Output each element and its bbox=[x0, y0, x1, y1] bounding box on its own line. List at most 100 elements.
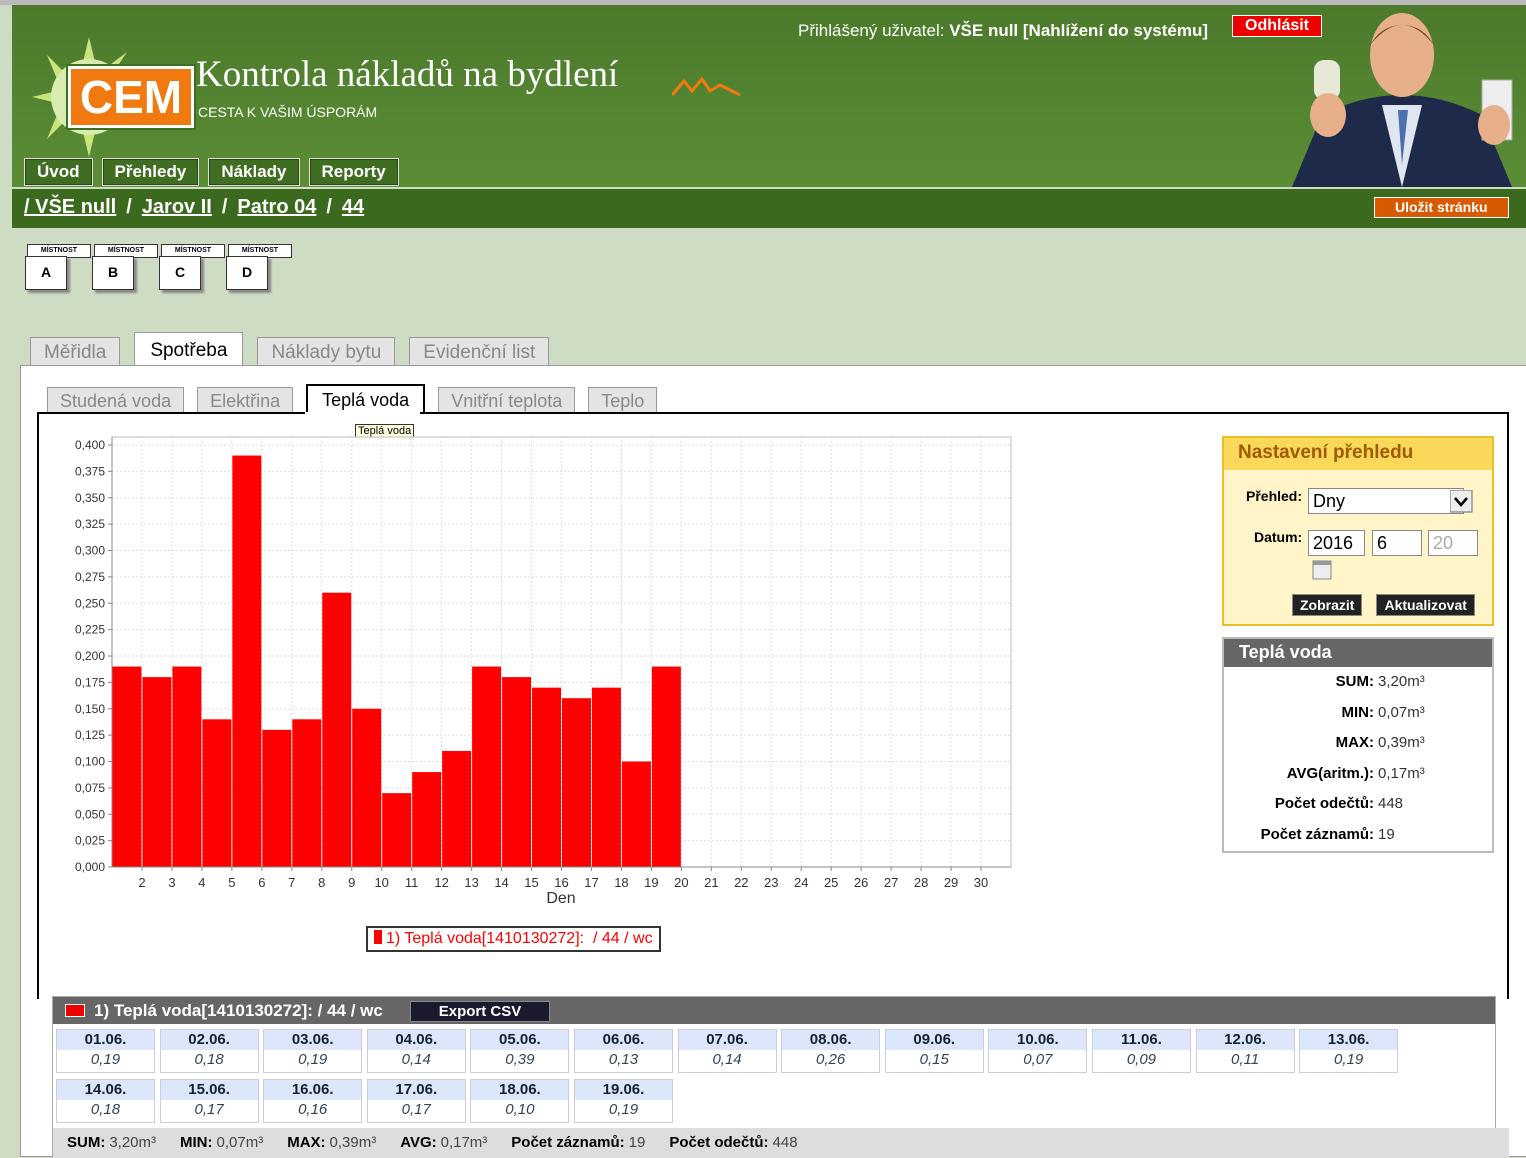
breadcrumb-link[interactable]: / VŠE null bbox=[24, 196, 117, 218]
table-title: 1) Teplá voda[1410130272]: / 44 / wc bbox=[94, 1001, 383, 1020]
cell-date: 01.06. bbox=[57, 1030, 154, 1050]
cell-date: 02.06. bbox=[160, 1030, 258, 1050]
subtab[interactable]: Studená voda bbox=[47, 387, 185, 415]
table-cell: 05.06. 0,39 bbox=[470, 1029, 570, 1073]
cell-value: 0,39 bbox=[471, 1050, 569, 1070]
summary-value: 0,07m³ bbox=[216, 1134, 264, 1151]
cell-value: 0,17 bbox=[160, 1100, 258, 1120]
tab[interactable]: Náklady bytu bbox=[257, 337, 396, 368]
subtab[interactable]: Vnitřní teplota bbox=[438, 387, 576, 415]
cell-value: 0,13 bbox=[574, 1050, 672, 1070]
x-tick-label: 21 bbox=[704, 875, 718, 890]
bar bbox=[412, 772, 442, 867]
legend: 1) Teplá voda[1410130272]: / 44 / wc bbox=[366, 926, 661, 952]
y-tick-label: 0,275 bbox=[75, 570, 105, 584]
tab[interactable]: Evidenční list bbox=[409, 337, 550, 368]
summary-value: 19 bbox=[628, 1134, 646, 1151]
logo-text: CEM bbox=[80, 71, 182, 123]
breadcrumb-separator: / bbox=[126, 196, 132, 218]
stats-row: Počet záznamů: 19 bbox=[1224, 820, 1492, 851]
room-icon[interactable]: MÍSTNOST B bbox=[92, 244, 158, 290]
table-cell: 17.06. 0,17 bbox=[366, 1079, 466, 1123]
cell-value: 0,10 bbox=[471, 1100, 569, 1120]
nav-button[interactable]: Úvod bbox=[24, 158, 93, 186]
x-tick-label: 2 bbox=[138, 875, 145, 890]
x-tick-label: 4 bbox=[198, 875, 205, 890]
table-cell: 12.06. 0,11 bbox=[1195, 1029, 1295, 1073]
cell-date: 10.06. bbox=[989, 1030, 1087, 1050]
stats-label: Počet záznamů: bbox=[1260, 825, 1374, 843]
view-select[interactable]: Dny bbox=[1308, 488, 1464, 514]
stats-row: MIN: 0,07m³ bbox=[1224, 698, 1492, 729]
month-input[interactable]: 6 bbox=[1372, 530, 1422, 556]
table-cell: 11.06. 0,09 bbox=[1091, 1029, 1191, 1073]
x-tick-label: 15 bbox=[524, 875, 538, 890]
cell-date: 09.06. bbox=[885, 1030, 983, 1050]
year-input[interactable]: 2016 bbox=[1308, 530, 1365, 556]
subtab[interactable]: Teplá voda bbox=[306, 384, 426, 415]
cell-value: 0,19 bbox=[264, 1050, 362, 1070]
stats-value: 0,17m³ bbox=[1378, 764, 1425, 782]
cell-value: 0,14 bbox=[678, 1050, 776, 1070]
bar bbox=[172, 666, 202, 867]
x-tick-label: 30 bbox=[974, 875, 988, 890]
cell-value: 0,07 bbox=[989, 1050, 1087, 1070]
cell-value: 0,16 bbox=[264, 1100, 362, 1120]
x-tick-label: 18 bbox=[614, 875, 628, 890]
header: CEM Kontrola nákladů na bydlení CESTA K … bbox=[12, 5, 1526, 187]
table-summary: SUM: 3,20m³ MIN: 0,07m³ MAX: 0,39m³ AVG: 0,17m³… bbox=[53, 1128, 1509, 1158]
day-input[interactable]: 20 bbox=[1428, 530, 1478, 556]
stats-label: MAX: bbox=[1335, 734, 1374, 751]
x-axis-label: Den bbox=[546, 890, 575, 907]
settings-title: Nastavení přehledu bbox=[1224, 438, 1492, 470]
cell-value: 0,11 bbox=[1196, 1050, 1294, 1070]
cell-value: 0,19 bbox=[574, 1100, 672, 1120]
breadcrumb-separator: / bbox=[221, 196, 228, 218]
stats-label: MIN: bbox=[1341, 703, 1375, 721]
cell-date: 12.06. bbox=[1196, 1030, 1294, 1050]
export-button[interactable]: Export CSV bbox=[410, 1001, 550, 1022]
table-cell: 02.06. 0,18 bbox=[159, 1029, 259, 1073]
room-icon[interactable]: MÍSTNOST A bbox=[25, 244, 91, 290]
cell-date: 15.06. bbox=[160, 1080, 258, 1100]
nav-button[interactable]: Reporty bbox=[308, 158, 399, 186]
bar bbox=[112, 666, 142, 867]
cell-value: 0,19 bbox=[57, 1050, 154, 1070]
bar bbox=[142, 677, 172, 867]
breadcrumb-link[interactable]: Jarov II bbox=[141, 196, 212, 218]
cell-value: 0,18 bbox=[57, 1100, 154, 1120]
x-tick-label: 17 bbox=[584, 875, 598, 890]
y-tick-label: 0,300 bbox=[75, 544, 105, 558]
breadcrumb-link[interactable]: Patro 04 bbox=[237, 196, 317, 218]
subtab[interactable]: Teplo bbox=[588, 387, 658, 415]
room-icon[interactable]: MÍSTNOST C bbox=[159, 244, 225, 290]
mascot bbox=[1292, 13, 1513, 187]
logo: CEM bbox=[32, 37, 196, 157]
bar bbox=[591, 687, 621, 867]
calendar-icon[interactable] bbox=[1312, 560, 1332, 580]
bar bbox=[322, 592, 352, 867]
user-label: Přihlášený uživatel: bbox=[798, 21, 945, 40]
x-tick-label: 14 bbox=[494, 875, 508, 890]
cell-value: 0,14 bbox=[367, 1050, 465, 1070]
summary-value: 0,17m³ bbox=[440, 1134, 488, 1151]
room-icon[interactable]: MÍSTNOST D bbox=[226, 244, 292, 290]
breadcrumb-link[interactable]: 44 bbox=[341, 196, 365, 218]
tab[interactable]: Spotřeba bbox=[134, 332, 244, 368]
tab[interactable]: Měřidla bbox=[30, 337, 121, 368]
subtab[interactable]: Elektřina bbox=[197, 387, 294, 415]
table-header: 1) Teplá voda[1410130272]: / 44 / wc Exp… bbox=[53, 997, 1495, 1024]
legend-label: 1) Teplá voda[1410130272]: / 44 / wc bbox=[386, 930, 653, 947]
view-label: Přehled: bbox=[1246, 488, 1303, 504]
settings-button[interactable]: Aktualizovat bbox=[1376, 594, 1475, 616]
cell-date: 03.06. bbox=[264, 1030, 362, 1050]
subtabs: Studená voda Elektřina Teplá voda Vnitřní t… bbox=[47, 384, 658, 415]
nav-button[interactable]: Náklady bbox=[208, 158, 300, 186]
summary-label: AVG: bbox=[400, 1134, 437, 1151]
bar bbox=[472, 666, 502, 867]
logout-button[interactable]: Odhlásit bbox=[1232, 15, 1323, 37]
nav-button[interactable]: Přehledy bbox=[101, 158, 200, 186]
save-page-button[interactable]: Uložit stránku bbox=[1374, 197, 1509, 218]
y-tick-label: 0,250 bbox=[75, 596, 105, 610]
settings-button[interactable]: Zobrazit bbox=[1292, 594, 1363, 616]
